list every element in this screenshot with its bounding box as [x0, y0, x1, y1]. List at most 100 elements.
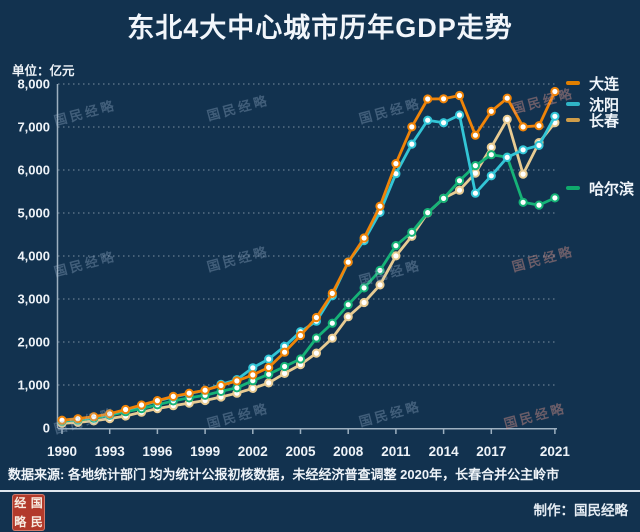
marker-dalian: [57, 415, 67, 425]
marker-dalian: [311, 312, 321, 323]
x-tick-label: 1996: [142, 444, 173, 459]
marker-dalian: [327, 288, 337, 298]
marker-dalian: [454, 90, 465, 101]
legend-item-changchun: 长春: [566, 112, 620, 130]
marker-dalian: [264, 362, 274, 373]
marker-harbin: [407, 227, 417, 237]
x-tick-label: 2014: [429, 444, 460, 459]
seal-char: 国: [30, 496, 43, 511]
marker-changchun: [311, 348, 321, 358]
legend-label-shenyang: 沈阳: [589, 96, 620, 114]
marker-changchun: [343, 312, 353, 322]
marker-changchun: [248, 383, 258, 393]
marker-dalian: [439, 94, 449, 104]
marker-dalian: [200, 385, 210, 395]
marker-harbin: [550, 193, 560, 203]
legend-label-harbin: 哈尔滨: [589, 180, 635, 198]
x-tick-label: 1999: [190, 444, 220, 459]
x-tick-label: 2011: [381, 444, 411, 459]
legend-item-harbin: 哈尔滨: [566, 180, 635, 198]
shenyang-legend-dash-icon: [566, 102, 580, 106]
marker-harbin: [439, 193, 449, 203]
x-tick-label: 2002: [238, 444, 268, 459]
marker-shenyang: [502, 152, 512, 162]
unit-label: 单位：亿元: [12, 64, 75, 78]
marker-harbin: [391, 241, 401, 251]
changchun-legend-dash-icon: [566, 118, 580, 122]
marker-harbin: [470, 161, 480, 171]
y-tick-label: 0: [43, 421, 50, 436]
marker-dalian: [280, 347, 290, 357]
marker-dalian: [502, 93, 512, 103]
marker-changchun: [502, 114, 512, 125]
marker-changchun: [375, 280, 385, 290]
marker-dalian: [232, 376, 242, 386]
credit-line: 制作：国民经略: [533, 503, 629, 518]
marker-shenyang: [454, 110, 465, 120]
x-tick-label: 1993: [95, 444, 126, 459]
marker-dalian: [184, 388, 194, 398]
y-tick-label: 8,000: [17, 77, 50, 92]
marker-dalian: [136, 400, 147, 410]
marker-dalian: [121, 404, 131, 415]
marker-dalian: [407, 122, 417, 132]
marker-harbin: [343, 300, 353, 310]
marker-dalian: [470, 130, 480, 140]
marker-harbin: [486, 150, 496, 160]
marker-harbin: [518, 197, 528, 207]
gdp-line-chart: 1990 1993 1996 1999 2002 2005 2008 2011 2014 2017…: [17, 77, 571, 460]
y-tick-label: 2,000: [17, 335, 50, 350]
x-tick-label: 1990: [47, 444, 77, 459]
marker-changchun: [264, 378, 274, 388]
marker-changchun: [391, 251, 401, 261]
page-title: 东北4大中心城市历年GDP走势: [127, 13, 513, 43]
y-tick-label: 7,000: [17, 120, 50, 135]
marker-shenyang: [534, 140, 544, 150]
marker-shenyang: [423, 115, 433, 125]
marker-shenyang: [407, 139, 417, 149]
marker-changchun: [327, 333, 337, 343]
marker-changchun: [486, 142, 496, 152]
marker-harbin: [311, 333, 321, 343]
marker-harbin: [280, 361, 290, 372]
x-tick-label: 2017: [476, 444, 506, 459]
marker-dalian: [248, 370, 258, 380]
marker-changchun: [454, 185, 465, 195]
marker-harbin: [327, 318, 337, 328]
source-note: 数据来源: 各地统计部门 均为统计公报初核数据，未经经济普查调整 2020年，长…: [0, 464, 640, 492]
marker-dalian: [152, 396, 162, 406]
marker-shenyang: [264, 354, 274, 364]
legend-item-shenyang: 沈阳: [566, 96, 620, 114]
seal-char: 经: [14, 496, 27, 511]
marker-dalian: [105, 409, 115, 419]
x-tick-label: 2008: [333, 444, 364, 459]
marker-dalian: [168, 391, 178, 401]
y-tick-label: 3,000: [17, 292, 50, 307]
marker-harbin: [454, 176, 465, 186]
y-tick-label: 5,000: [17, 206, 50, 221]
seal-char: 略: [14, 514, 27, 529]
marker-dalian: [486, 106, 496, 116]
marker-dalian: [550, 86, 560, 97]
marker-shenyang: [518, 145, 528, 155]
marker-shenyang: [486, 171, 496, 181]
marker-changchun: [359, 297, 369, 308]
marker-shenyang: [550, 111, 560, 121]
marker-dalian: [375, 201, 385, 211]
marker-harbin: [534, 200, 544, 210]
marker-shenyang: [470, 188, 480, 198]
x-tick-label: 2021: [540, 444, 571, 459]
legend-label-dalian: 大连: [589, 75, 620, 93]
marker-dalian: [391, 159, 401, 169]
marker-dalian: [359, 233, 369, 243]
legend-label-changchun: 长春: [589, 112, 620, 130]
y-tick-label: 4,000: [17, 249, 50, 264]
line-harbin: [60, 153, 557, 423]
y-tick-label: 6,000: [17, 163, 50, 178]
marker-dalian: [89, 412, 99, 422]
marker-harbin: [375, 265, 385, 275]
seal-char: 民: [30, 514, 43, 529]
marker-dalian: [343, 257, 353, 267]
marker-harbin: [295, 354, 306, 364]
